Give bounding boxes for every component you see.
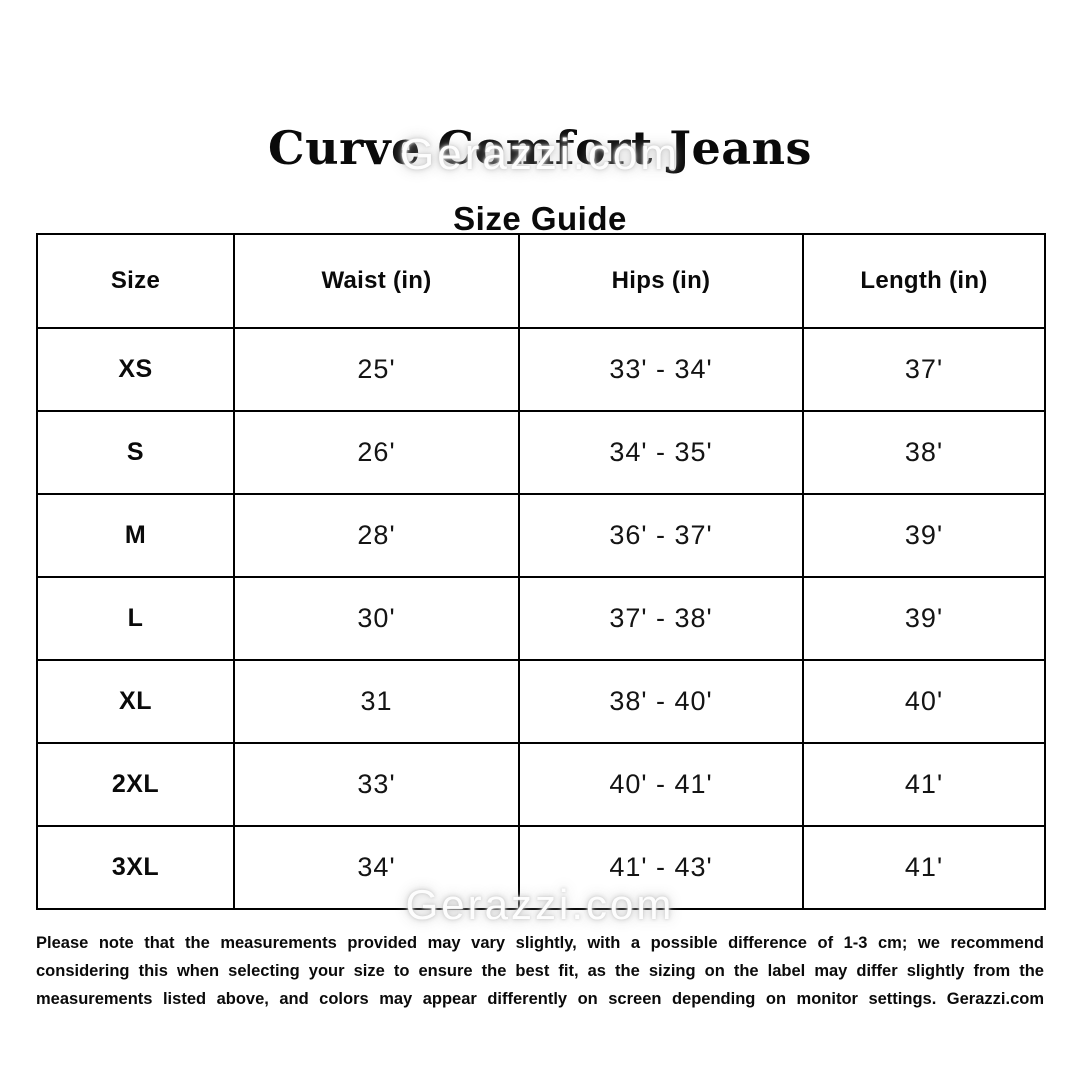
disclaimer-line-1: Please note that the measurements provid… (36, 934, 1044, 952)
table-row: XL 31 38' - 40' 40' (36, 659, 1046, 744)
hips-cell: 38' - 40' (518, 659, 804, 744)
waist-cell: 33' (233, 742, 520, 827)
waist-cell: 30' (233, 576, 520, 661)
waist-cell: 31 (233, 659, 520, 744)
length-cell: 41' (802, 825, 1046, 910)
length-cell: 39' (802, 493, 1046, 578)
length-cell: 41' (802, 742, 1046, 827)
table-row: 2XL 33' 40' - 41' 41' (36, 742, 1046, 827)
waist-cell: 34' (233, 825, 520, 910)
disclaimer-line-2: considering this when selecting your siz… (36, 962, 1044, 980)
size-cell: 3XL (36, 825, 235, 910)
size-cell: XS (36, 327, 235, 412)
length-cell: 38' (802, 410, 1046, 495)
hips-cell: 41' - 43' (518, 825, 804, 910)
column-header-hips: Hips (in) (518, 233, 804, 329)
table-row: XS 25' 33' - 34' 37' (36, 327, 1046, 412)
waist-cell: 25' (233, 327, 520, 412)
length-cell: 39' (802, 576, 1046, 661)
waist-cell: 28' (233, 493, 520, 578)
table-row: M 28' 36' - 37' 39' (36, 493, 1046, 578)
size-cell: S (36, 410, 235, 495)
size-cell: M (36, 493, 235, 578)
size-guide-subtitle: Size Guide (453, 200, 627, 238)
table-row: 3XL 34' 41' - 43' 41' (36, 825, 1046, 910)
hips-cell: 40' - 41' (518, 742, 804, 827)
size-cell: XL (36, 659, 235, 744)
column-header-waist: Waist (in) (233, 233, 520, 329)
disclaimer-line-3: measurements listed above, and colors ma… (36, 990, 1044, 1008)
hips-cell: 33' - 34' (518, 327, 804, 412)
page-title: Curve Comfort Jeans (268, 120, 812, 175)
length-cell: 37' (802, 327, 1046, 412)
hips-cell: 37' - 38' (518, 576, 804, 661)
table-header-row: Size Waist (in) Hips (in) Length (in) (36, 233, 1046, 329)
hips-cell: 34' - 35' (518, 410, 804, 495)
table-row: S 26' 34' - 35' 38' (36, 410, 1046, 495)
disclaimer-text: Please note that the measurements provid… (36, 929, 1044, 1013)
column-header-length: Length (in) (802, 233, 1046, 329)
waist-cell: 26' (233, 410, 520, 495)
hips-cell: 36' - 37' (518, 493, 804, 578)
length-cell: 40' (802, 659, 1046, 744)
size-cell: L (36, 576, 235, 661)
table-row: L 30' 37' - 38' 39' (36, 576, 1046, 661)
size-cell: 2XL (36, 742, 235, 827)
size-chart-table: Size Waist (in) Hips (in) Length (in) XS… (36, 233, 1046, 910)
column-header-size: Size (36, 233, 235, 329)
